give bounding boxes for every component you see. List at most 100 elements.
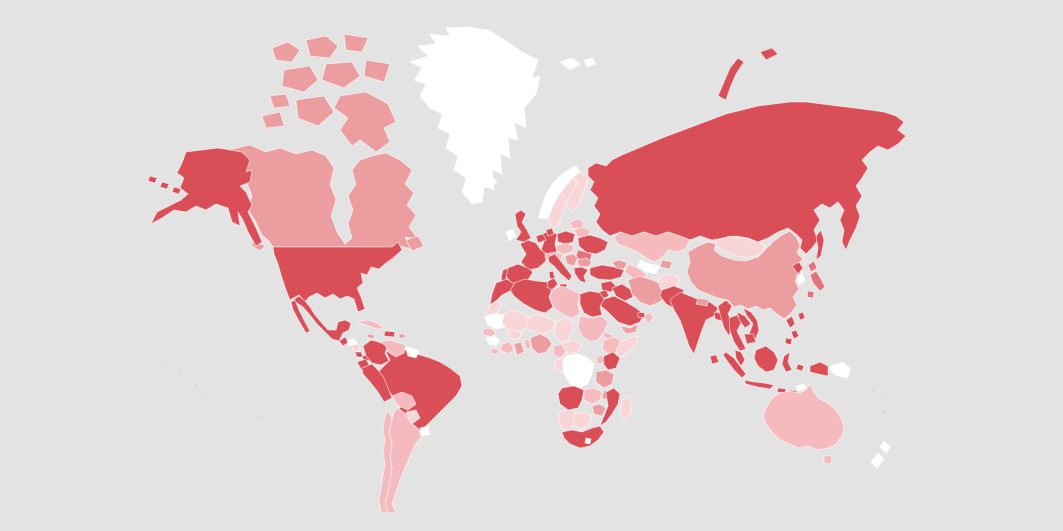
country-canada-arctic[interactable] xyxy=(261,33,397,153)
country-canada[interactable] xyxy=(227,144,419,265)
country-usa[interactable] xyxy=(272,241,403,313)
country-usa-alaska[interactable] xyxy=(150,147,263,247)
country-ivory-coast[interactable] xyxy=(499,341,515,355)
country-poland[interactable] xyxy=(556,230,576,245)
country-mexico[interactable] xyxy=(292,295,352,342)
country-japan[interactable] xyxy=(806,260,826,299)
country-mongolia[interactable] xyxy=(715,235,767,259)
country-sri-lanka[interactable] xyxy=(709,354,720,365)
country-sudan[interactable] xyxy=(577,315,609,343)
country-morocco[interactable] xyxy=(489,278,515,306)
country-central-african-republic[interactable] xyxy=(561,339,583,355)
country-hispaniola[interactable] xyxy=(383,330,396,338)
country-colombia[interactable] xyxy=(362,339,390,366)
country-benin-togo[interactable] xyxy=(523,338,532,350)
country-russia-novaya-zemlya[interactable] xyxy=(717,57,745,101)
country-kyrgyzstan[interactable] xyxy=(659,259,673,270)
country-iraq[interactable] xyxy=(611,283,634,302)
country-peru[interactable] xyxy=(361,363,393,403)
country-norway[interactable] xyxy=(537,165,581,219)
country-cameroon[interactable] xyxy=(552,343,567,359)
country-liberia[interactable] xyxy=(490,347,500,356)
country-jamaica[interactable] xyxy=(366,333,376,340)
country-taiwan[interactable] xyxy=(797,311,806,321)
country-saudi-arabia[interactable] xyxy=(600,295,645,327)
country-kazakhstan[interactable] xyxy=(613,231,691,263)
country-algeria[interactable] xyxy=(509,278,554,314)
country-south-africa[interactable] xyxy=(561,425,605,449)
country-tanzania[interactable] xyxy=(595,369,615,389)
country-cambodia[interactable] xyxy=(743,333,757,345)
country-namibia[interactable] xyxy=(557,409,579,433)
country-libya[interactable] xyxy=(549,285,581,319)
country-burkina-faso[interactable] xyxy=(507,329,523,341)
country-mexico-baja[interactable] xyxy=(290,299,311,334)
country-ukraine[interactable] xyxy=(577,234,609,255)
country-bulgaria[interactable] xyxy=(576,257,593,268)
country-russia-sakhalin[interactable] xyxy=(815,229,825,261)
country-china[interactable] xyxy=(686,230,804,320)
country-uzbekistan[interactable] xyxy=(637,259,661,275)
country-united-kingdom[interactable] xyxy=(514,209,532,243)
country-greece[interactable] xyxy=(573,266,589,284)
country-botswana[interactable] xyxy=(573,411,593,431)
country-yemen[interactable] xyxy=(619,323,639,335)
country-canada-newfoundland[interactable] xyxy=(405,235,425,252)
country-timor-leste[interactable] xyxy=(795,383,807,392)
country-guinea[interactable] xyxy=(485,335,501,347)
country-uae[interactable] xyxy=(637,311,646,319)
country-iceland[interactable] xyxy=(480,176,498,189)
country-egypt[interactable] xyxy=(579,290,605,318)
country-guyana-suriname[interactable] xyxy=(404,345,420,359)
country-bolivia[interactable] xyxy=(391,391,417,411)
country-svalbard[interactable] xyxy=(559,57,597,71)
country-benelux[interactable] xyxy=(535,233,547,244)
country-somalia[interactable] xyxy=(615,335,639,359)
country-paraguay[interactable] xyxy=(405,409,421,425)
country-indonesia[interactable] xyxy=(722,345,829,396)
country-france[interactable] xyxy=(519,239,549,271)
country-madagascar[interactable] xyxy=(619,395,633,421)
country-south-korea[interactable] xyxy=(795,272,806,286)
country-papua-new-guinea[interactable] xyxy=(829,361,851,379)
country-north-korea[interactable] xyxy=(791,261,804,275)
country-central-europe[interactable] xyxy=(555,242,575,255)
country-turkey[interactable] xyxy=(589,264,625,281)
country-nepal[interactable] xyxy=(695,297,710,307)
country-zimbabwe[interactable] xyxy=(591,403,607,417)
country-belarus[interactable] xyxy=(573,226,591,239)
country-uruguay[interactable] xyxy=(419,425,431,437)
country-baltics[interactable] xyxy=(569,218,585,231)
country-australia[interactable] xyxy=(762,383,845,451)
country-dr-congo[interactable] xyxy=(561,353,595,389)
country-nicaragua[interactable] xyxy=(351,343,361,352)
country-nigeria[interactable] xyxy=(529,333,553,355)
country-russia-severnaya-zemlya[interactable] xyxy=(759,47,779,61)
country-uganda[interactable] xyxy=(595,355,605,365)
country-balkans[interactable] xyxy=(564,253,579,267)
country-greenland[interactable] xyxy=(409,26,541,205)
country-angola[interactable] xyxy=(557,385,585,411)
country-venezuela[interactable] xyxy=(378,339,407,358)
country-caucasus[interactable] xyxy=(611,259,628,270)
country-india[interactable] xyxy=(669,291,719,355)
country-ireland[interactable] xyxy=(505,228,517,242)
country-australia-tasmania[interactable] xyxy=(823,455,833,465)
country-lesotho[interactable] xyxy=(584,437,592,445)
country-cuba[interactable] xyxy=(356,319,385,330)
country-malaysia[interactable] xyxy=(734,349,746,367)
country-mozambique[interactable] xyxy=(599,387,621,427)
country-ghana[interactable] xyxy=(513,341,525,356)
country-tunisia[interactable] xyxy=(546,277,559,291)
country-chad[interactable] xyxy=(553,317,575,343)
country-oman[interactable] xyxy=(643,311,655,325)
country-chile[interactable] xyxy=(378,409,393,514)
country-philippines[interactable] xyxy=(784,315,800,346)
country-usa-aleutians[interactable] xyxy=(147,175,182,195)
country-niger[interactable] xyxy=(525,313,557,335)
country-senegal[interactable] xyxy=(481,327,497,338)
country-thailand[interactable] xyxy=(728,314,747,352)
country-new-zealand[interactable] xyxy=(870,440,891,469)
country-zambia[interactable] xyxy=(583,387,603,405)
country-puerto-rico[interactable] xyxy=(398,333,406,339)
